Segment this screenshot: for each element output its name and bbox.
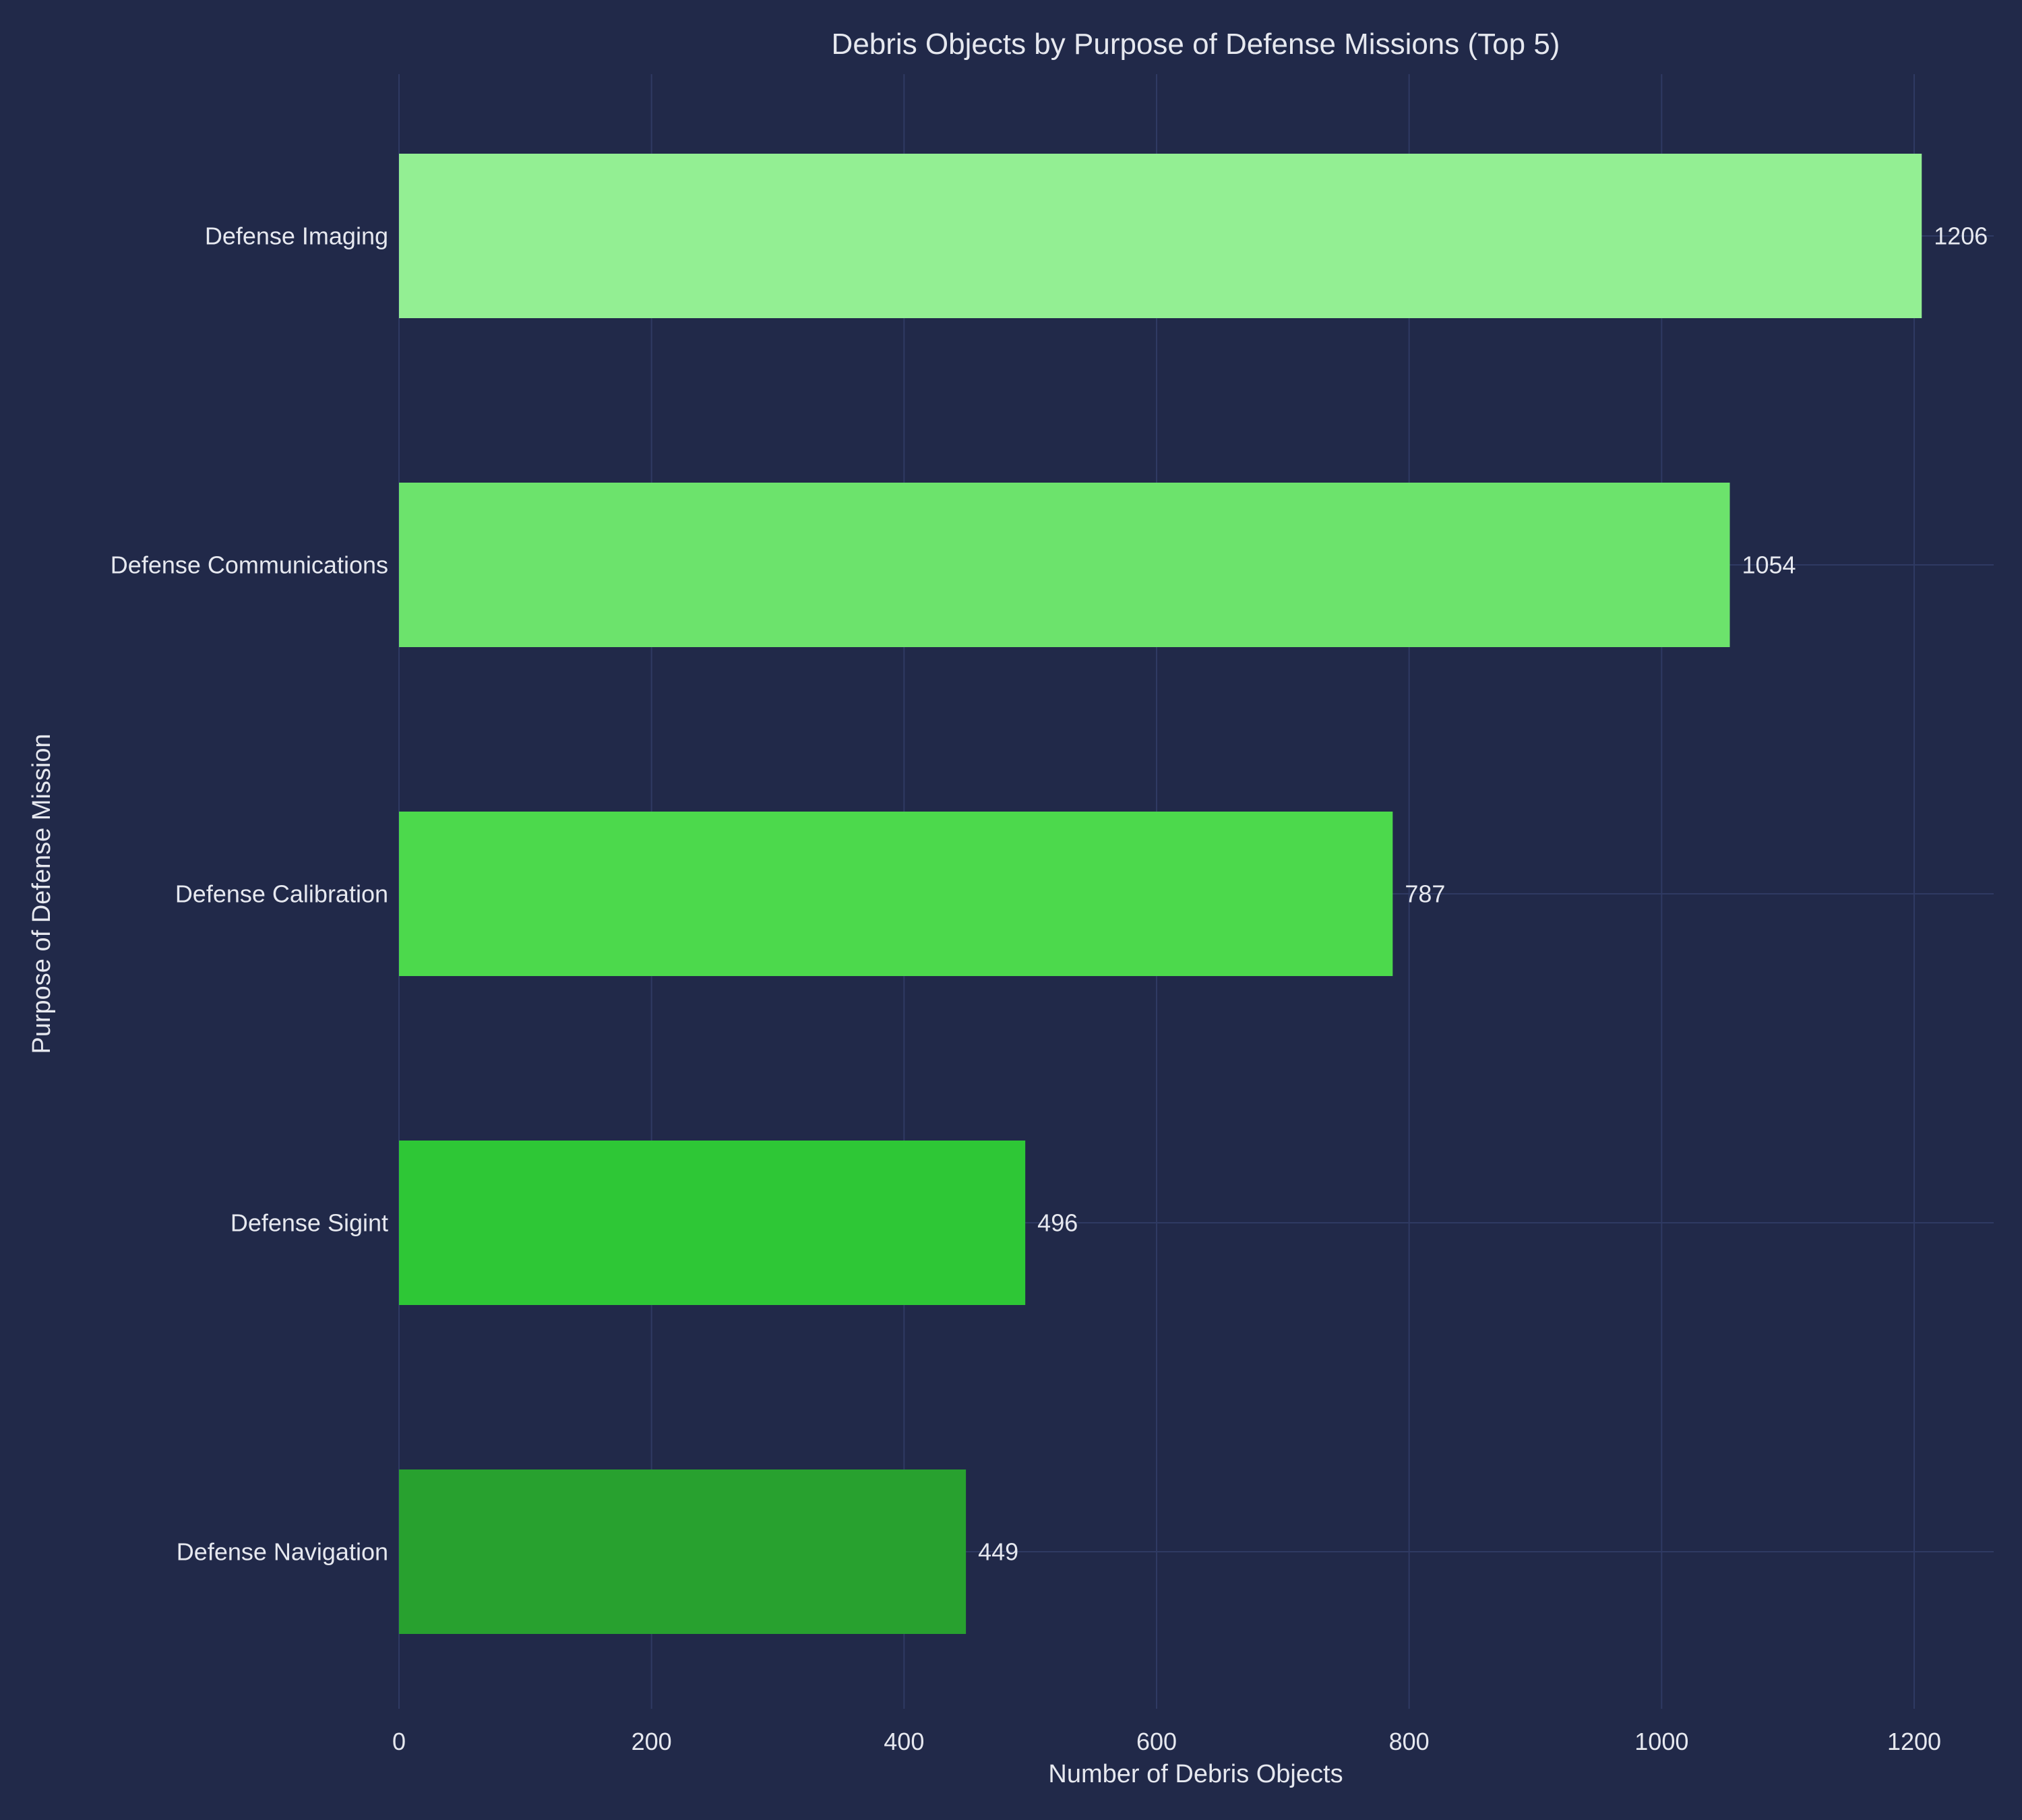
bar — [399, 483, 1730, 647]
chart-title: Debris Objects by Purpose of Defense Mis… — [832, 28, 1560, 61]
y-tick-labels: Defense Imaging Defense Communications Def… — [111, 222, 388, 1566]
y-tick-label: Defense Navigation — [177, 1538, 388, 1566]
x-tick-label: 600 — [1136, 1728, 1177, 1755]
y-tick-label: Defense Communications — [111, 551, 388, 579]
x-tick-label: 800 — [1389, 1728, 1430, 1755]
x-tick-label: 0 — [392, 1728, 406, 1755]
bar — [399, 1141, 1026, 1305]
bar-value-label: 787 — [1405, 880, 1445, 908]
bar — [399, 1469, 967, 1634]
bar — [399, 154, 1922, 318]
bar — [399, 812, 1393, 976]
bars — [399, 154, 1922, 1634]
x-tick-label: 400 — [884, 1728, 924, 1755]
y-tick-label: Defense Calibration — [175, 880, 388, 908]
bar-value-label: 1054 — [1742, 551, 1796, 579]
y-tick-label: Defense Imaging — [205, 222, 388, 250]
x-tick-labels: 0 200 400 600 800 1000 1200 — [392, 1728, 1941, 1755]
x-axis-label: Number of Debris Objects — [1048, 1760, 1343, 1788]
value-labels: 1206 1054 787 496 449 — [978, 222, 1988, 1566]
bar-value-label: 496 — [1037, 1209, 1078, 1237]
y-axis-label: Purpose of Defense Mission — [28, 733, 56, 1054]
x-tick-label: 200 — [632, 1728, 672, 1755]
x-tick-label: 1200 — [1887, 1728, 1941, 1755]
y-tick-label: Defense Sigint — [231, 1209, 388, 1237]
bar-value-label: 1206 — [1934, 222, 1988, 250]
bar-value-label: 449 — [978, 1538, 1018, 1566]
x-tick-label: 1000 — [1634, 1728, 1688, 1755]
